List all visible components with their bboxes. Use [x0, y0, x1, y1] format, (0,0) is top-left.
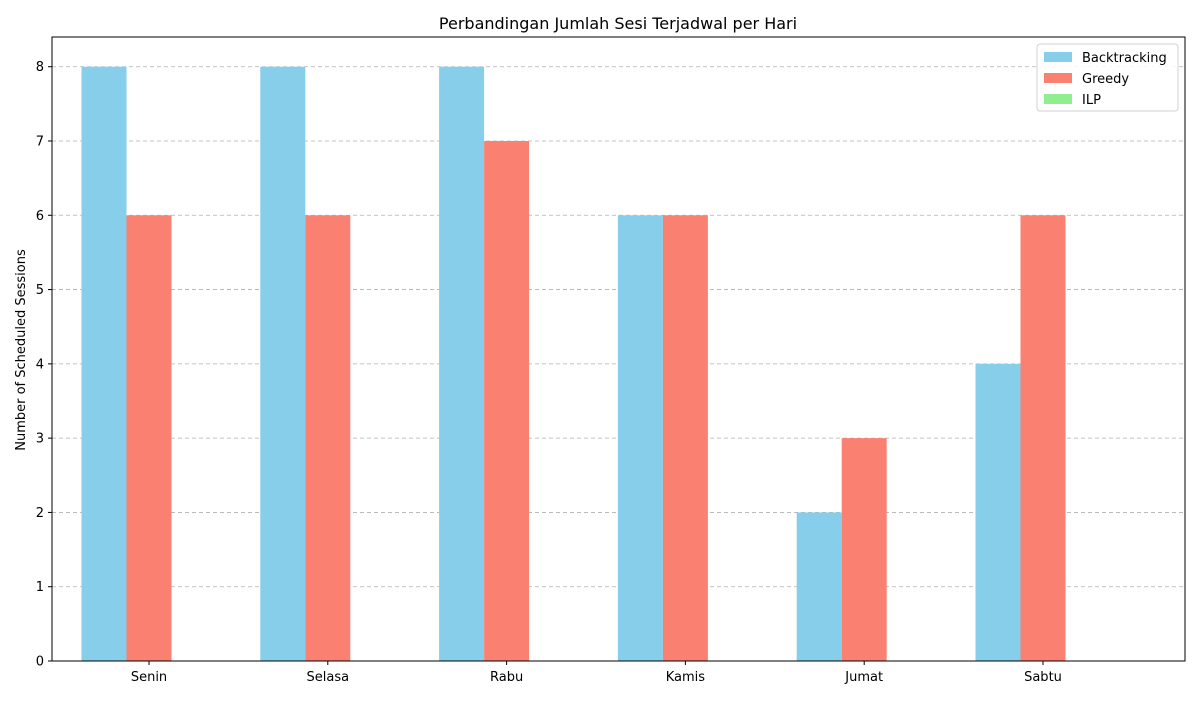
x-tick-label: Senin	[131, 670, 167, 685]
bars	[81, 66, 1066, 662]
bar-backtracking-jumat	[796, 512, 842, 661]
y-tick-label: 3	[36, 432, 44, 447]
bar-backtracking-rabu	[439, 66, 485, 661]
legend-swatch-backtracking	[1044, 52, 1072, 62]
bar-backtracking-senin	[81, 66, 127, 661]
y-tick-label: 5	[36, 283, 44, 298]
bar-greedy-senin	[126, 215, 172, 662]
y-tick-label: 6	[36, 209, 44, 224]
bar-greedy-jumat	[841, 438, 887, 661]
bar-backtracking-kamis	[617, 215, 663, 662]
y-axis: 0 1 2 3 4 5 6 7 8	[36, 60, 52, 670]
legend-swatch-greedy	[1044, 73, 1072, 83]
y-tick-label: 4	[36, 357, 44, 372]
legend-label-greedy: Greedy	[1082, 72, 1129, 87]
bar-greedy-sabtu	[1020, 215, 1066, 662]
legend-box	[1036, 43, 1179, 112]
y-tick-label: 1	[36, 580, 44, 595]
legend: Backtracking Greedy ILP	[1036, 43, 1179, 112]
legend-label-backtracking: Backtracking	[1082, 51, 1167, 66]
bar-backtracking-sabtu	[975, 363, 1021, 661]
y-axis-label: Number of Scheduled Sessions	[14, 249, 29, 451]
y-tick-label: 7	[36, 135, 44, 150]
x-tick-label: Rabu	[490, 670, 523, 685]
y-tick-label: 2	[36, 506, 44, 521]
plot-area-frame	[51, 36, 1186, 662]
legend-label-ilp: ILP	[1082, 93, 1101, 108]
bar-backtracking-selasa	[260, 66, 306, 661]
y-tick-label: 8	[36, 60, 44, 75]
legend-swatch-ilp	[1044, 94, 1072, 104]
y-tick-label: 0	[36, 655, 44, 670]
x-tick-label: Sabtu	[1024, 670, 1062, 685]
x-tick-label: Jumat	[844, 670, 883, 685]
chart-title: Perbandingan Jumlah Sesi Terjadwal per H…	[439, 14, 797, 33]
bar-greedy-selasa	[305, 215, 351, 662]
x-tick-label: Kamis	[666, 670, 706, 685]
x-tick-label: Selasa	[307, 670, 350, 685]
bar-greedy-kamis	[662, 215, 708, 662]
bar-greedy-rabu	[484, 141, 530, 661]
x-axis: Senin Selasa Rabu Kamis Jumat Sabtu	[131, 661, 1062, 685]
